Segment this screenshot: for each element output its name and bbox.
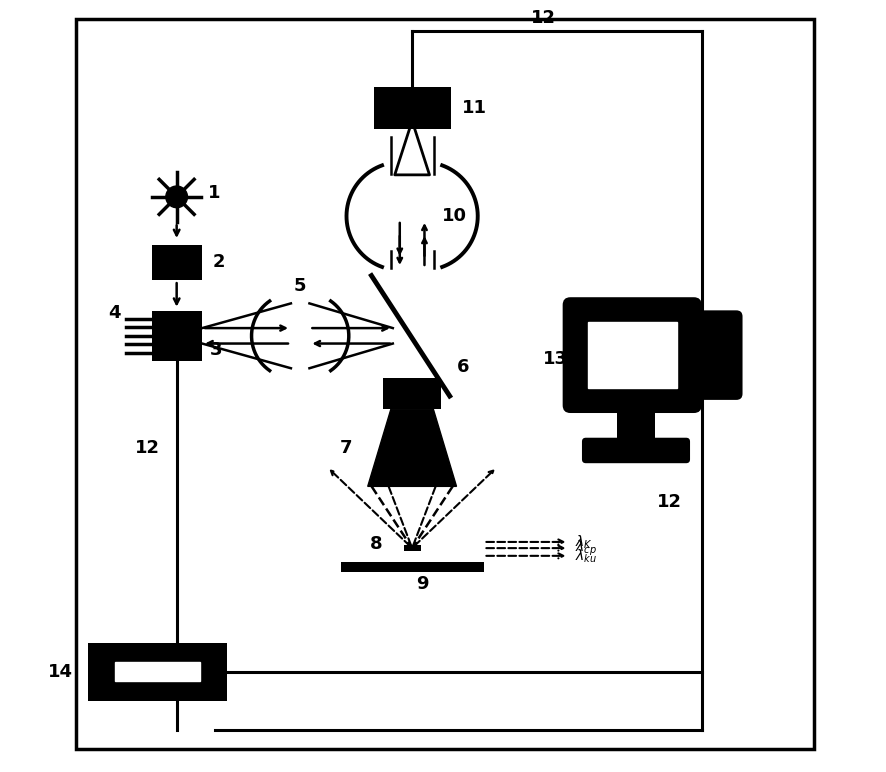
FancyBboxPatch shape: [563, 297, 702, 413]
Bar: [152, 311, 202, 361]
Bar: [383, 378, 441, 409]
FancyBboxPatch shape: [582, 438, 690, 463]
Text: 13: 13: [543, 350, 568, 368]
Text: 2: 2: [213, 253, 225, 272]
Text: 4: 4: [108, 303, 120, 322]
Bar: [588, 322, 677, 388]
Bar: [152, 245, 202, 279]
Bar: [404, 545, 421, 551]
Text: 11: 11: [462, 99, 487, 117]
Text: $\lambda_{ku}$: $\lambda_{ku}$: [575, 547, 597, 564]
Polygon shape: [368, 409, 456, 486]
Text: $\lambda_K$: $\lambda_K$: [575, 533, 593, 550]
Bar: [374, 86, 451, 129]
Text: 3: 3: [210, 340, 222, 359]
Text: 12: 12: [135, 438, 159, 457]
Bar: [617, 404, 656, 444]
Text: 7: 7: [340, 438, 353, 457]
Bar: [341, 562, 484, 573]
Text: 5: 5: [294, 276, 307, 295]
Text: 1: 1: [207, 184, 220, 202]
Bar: [88, 642, 227, 701]
Bar: [115, 662, 200, 681]
Text: 14: 14: [48, 662, 73, 681]
Text: 9: 9: [416, 575, 429, 594]
Text: 12: 12: [657, 493, 682, 511]
Circle shape: [166, 186, 188, 208]
Text: 12: 12: [531, 9, 556, 27]
Text: $\lambda_{cp}$: $\lambda_{cp}$: [575, 539, 596, 557]
Text: 6: 6: [457, 357, 470, 376]
FancyBboxPatch shape: [688, 310, 742, 400]
Text: 8: 8: [369, 535, 382, 554]
Text: 10: 10: [441, 207, 466, 225]
